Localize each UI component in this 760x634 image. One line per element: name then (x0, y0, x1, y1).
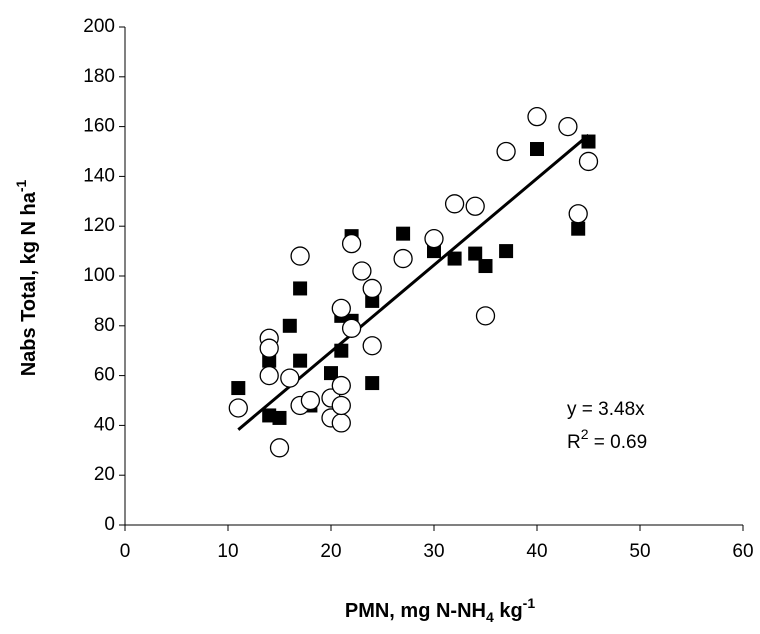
circle-point (259, 338, 279, 358)
y-tick-label: 120 (83, 215, 115, 236)
circle-point (578, 151, 599, 172)
r-squared: R2 = 0.69 (567, 426, 647, 453)
circle-point (444, 194, 465, 214)
circle-point (362, 336, 382, 356)
x-axis-label: PMN, mg N-NH4 kg-1 (345, 595, 535, 625)
r-sup: 2 (581, 426, 589, 442)
y-tick-label: 0 (104, 514, 115, 535)
square-point (365, 376, 380, 391)
square-point (282, 318, 297, 333)
circle-point (527, 106, 547, 127)
y-axis-label: Nabs Total, kg N ha-1 (13, 180, 41, 377)
y-tick-label: 20 (94, 464, 115, 485)
equation: y = 3.48x (567, 399, 645, 420)
circle-point (300, 390, 321, 411)
y-tick-label: 200 (83, 16, 115, 37)
y-tick-label: 80 (94, 315, 115, 336)
x-tick-label: 0 (120, 541, 131, 562)
y-tick-label: 40 (94, 414, 115, 435)
circle-point (280, 368, 300, 388)
circle-point (259, 365, 279, 386)
circle-point (424, 228, 444, 249)
square-point (293, 353, 308, 368)
x-label-sup: -1 (523, 595, 536, 611)
x-tick-label: 50 (629, 541, 650, 562)
circle-point (558, 116, 578, 137)
circle-point (290, 246, 310, 266)
square-point (530, 142, 544, 157)
square-point (293, 281, 308, 296)
circle-point (331, 375, 351, 396)
x-tick-label: 20 (320, 541, 341, 562)
circle-point (341, 233, 362, 254)
circle-point (228, 398, 248, 418)
circle-point (341, 318, 362, 338)
circle-point (465, 196, 485, 216)
square-point (272, 410, 287, 425)
y-label-main: Nabs Total, kg N ha (18, 191, 40, 376)
square-point (499, 244, 514, 259)
x-tick-label: 30 (423, 541, 444, 562)
circle-point (331, 413, 351, 433)
circle-point (331, 395, 351, 416)
circle-point (362, 278, 382, 299)
circle-point (475, 306, 496, 326)
r-main: R (567, 432, 581, 453)
x-tick-label: 10 (217, 541, 238, 562)
square-point (334, 343, 349, 358)
x-label-mid: kg (494, 600, 523, 622)
circle-point (352, 261, 372, 281)
y-tick-label: 60 (94, 365, 115, 386)
square-point (324, 366, 338, 381)
x-tick-label: 60 (732, 541, 753, 562)
r-rest: = 0.69 (589, 432, 648, 453)
y-tick-label: 160 (83, 116, 115, 137)
square-point (447, 251, 462, 266)
circle-point (269, 438, 290, 458)
circle-point (496, 141, 516, 162)
y-label-sup: -1 (13, 180, 29, 193)
circle-point (393, 248, 413, 269)
x-label-sub: 4 (486, 609, 494, 625)
x-label-main: PMN, mg N-NH (345, 600, 486, 622)
square-point (231, 381, 246, 396)
y-tick-label: 140 (83, 165, 115, 186)
square-point (478, 259, 493, 274)
x-tick-label: 40 (526, 541, 547, 562)
y-tick-label: 100 (83, 265, 115, 286)
circle-point (331, 298, 351, 319)
square-point (571, 221, 586, 236)
square-point (581, 134, 596, 149)
square-point (396, 226, 411, 241)
y-tick-label: 180 (83, 66, 115, 87)
square-point (468, 246, 483, 261)
circle-point (568, 204, 588, 224)
